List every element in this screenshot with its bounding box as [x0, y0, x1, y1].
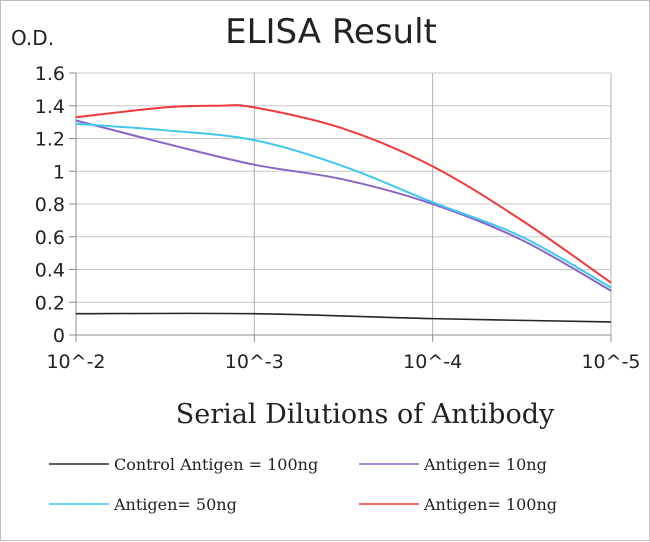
x-tick-label: 10^-2 [46, 351, 105, 373]
x-tick-label: 10^-3 [225, 351, 284, 373]
y-tick-label: 0.8 [35, 194, 65, 216]
legend-label: Control Antigen = 100ng [114, 455, 318, 474]
series-lines [75, 104, 612, 323]
series-antigen-10ng [75, 119, 612, 292]
gridlines [76, 72, 612, 336]
x-tick-label: 10^-5 [581, 351, 640, 373]
y-tick-label: 0.2 [35, 292, 65, 314]
y-tick-label: 0 [53, 325, 65, 347]
y-tick-label: 1 [53, 161, 65, 183]
y-tick-label: 1.4 [35, 96, 65, 118]
tick-labels: 0 0.2 0.4 0.6 0.8 1 1.2 1.4 1.6 10^-2 10^-3 10^-4 10… [35, 63, 641, 373]
axes [69, 72, 612, 342]
x-axis-label: Serial Dilutions of Antibody [176, 399, 555, 430]
series-antigen-50ng [75, 122, 612, 289]
y-axis-label: O.D. [11, 26, 54, 50]
series-antigen-100ng [75, 104, 612, 284]
y-tick-label: 0.6 [35, 227, 65, 249]
x-tick-label: 10^-4 [403, 351, 462, 373]
legend: Control Antigen = 100ng Antigen= 10ng Anti… [49, 455, 557, 514]
y-tick-label: 1.2 [35, 129, 65, 151]
series-control-antigen-100ng [75, 312, 612, 323]
legend-label: Antigen= 100ng [423, 495, 557, 514]
chart-title: ELISA Result [225, 12, 437, 52]
legend-label: Antigen= 10ng [423, 455, 547, 474]
legend-label: Antigen= 50ng [113, 495, 237, 514]
y-tick-label: 0.4 [35, 260, 65, 282]
y-tick-label: 1.6 [35, 63, 65, 85]
